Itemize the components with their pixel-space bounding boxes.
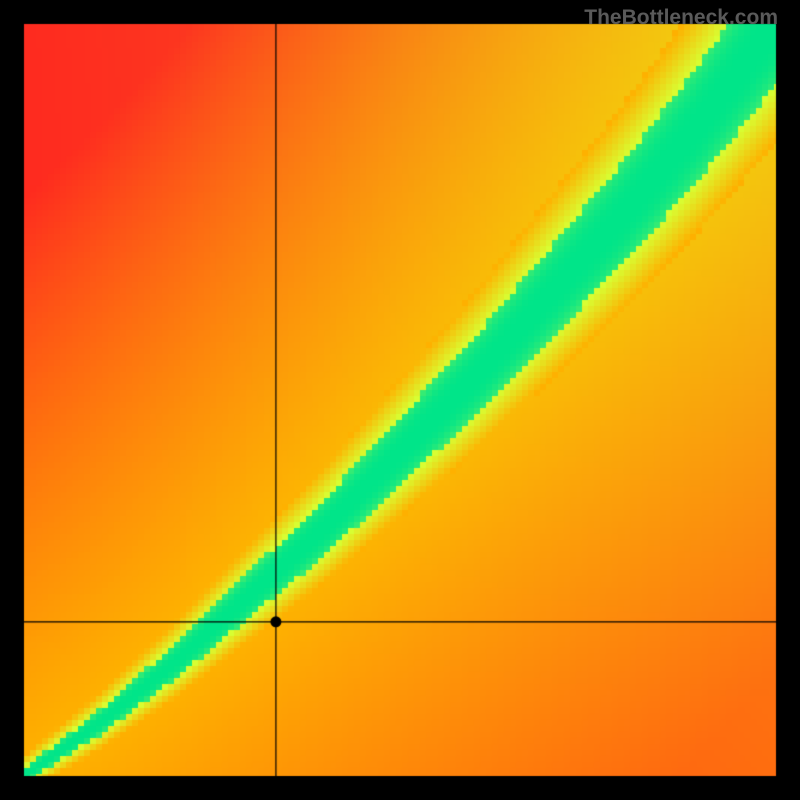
watermark-text: TheBottleneck.com (584, 6, 778, 30)
bottleneck-heatmap (0, 0, 800, 800)
chart-container: TheBottleneck.com (0, 0, 800, 800)
